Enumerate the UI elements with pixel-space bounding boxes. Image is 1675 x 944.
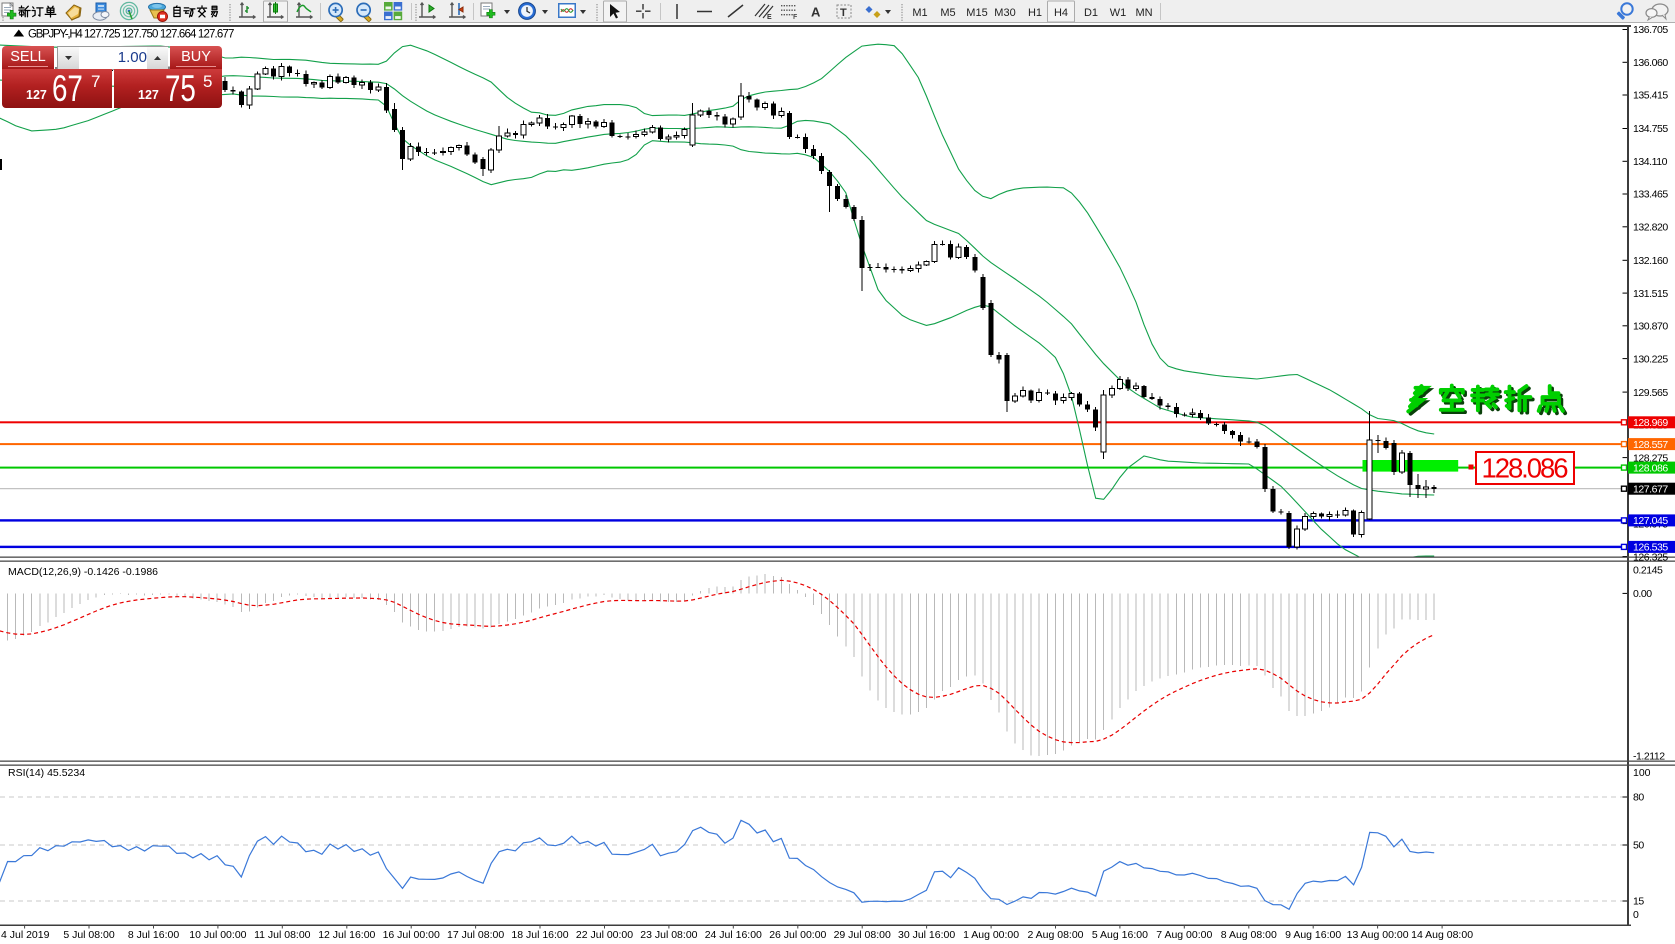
svg-text:128.969: 128.969	[1633, 417, 1668, 429]
svg-text:50: 50	[1633, 840, 1644, 852]
svg-text:127.045: 127.045	[1633, 515, 1668, 527]
svg-text:4 Jul 2019: 4 Jul 2019	[1, 929, 50, 941]
svg-text:16 Jul 00:00: 16 Jul 00:00	[383, 929, 440, 941]
svg-text:9 Aug 16:00: 9 Aug 16:00	[1285, 929, 1341, 941]
svg-text:23 Jul 08:00: 23 Jul 08:00	[640, 929, 697, 941]
svg-text:131.515: 131.515	[1633, 288, 1668, 300]
svg-text:26 Jul 00:00: 26 Jul 00:00	[769, 929, 826, 941]
svg-text:H4: H4	[1054, 7, 1068, 19]
svg-text:D1: D1	[1084, 7, 1098, 19]
svg-text:134.110: 134.110	[1633, 156, 1668, 168]
svg-text:136.705: 136.705	[1633, 24, 1668, 36]
svg-text:133.465: 133.465	[1633, 189, 1668, 201]
svg-text:M5: M5	[940, 7, 955, 19]
svg-text:127.677: 127.677	[1633, 483, 1668, 495]
svg-text:100: 100	[1633, 767, 1651, 779]
svg-text:W1: W1	[1110, 7, 1127, 19]
svg-text:11 Jul 08:00: 11 Jul 08:00	[254, 929, 311, 941]
svg-text:134.755: 134.755	[1633, 123, 1668, 135]
svg-text:15: 15	[1633, 896, 1644, 908]
svg-text:RSI(14) 45.5234: RSI(14) 45.5234	[8, 767, 85, 779]
svg-text:129.565: 129.565	[1633, 387, 1668, 399]
svg-text:H1: H1	[1028, 7, 1042, 19]
svg-text:0.00: 0.00	[1633, 588, 1652, 600]
svg-text:5 Jul 08:00: 5 Jul 08:00	[63, 929, 115, 941]
svg-text:127.725 127.750 127.664 127.67: 127.725 127.750 127.664 127.677	[84, 29, 234, 41]
svg-text:128.557: 128.557	[1633, 439, 1668, 451]
svg-text:132.820: 132.820	[1633, 222, 1668, 234]
svg-text:128.086: 128.086	[1482, 453, 1569, 484]
svg-text:126.535: 126.535	[1633, 542, 1668, 554]
svg-text:13 Aug 00:00: 13 Aug 00:00	[1347, 929, 1409, 941]
svg-text:24 Jul 16:00: 24 Jul 16:00	[705, 929, 762, 941]
svg-text:130.870: 130.870	[1633, 321, 1668, 333]
svg-text:10 Jul 00:00: 10 Jul 00:00	[189, 929, 246, 941]
svg-text:135.415: 135.415	[1633, 90, 1668, 102]
svg-text:-1.2112: -1.2112	[1633, 751, 1665, 763]
svg-text:132.160: 132.160	[1633, 255, 1668, 267]
svg-text:130.225: 130.225	[1633, 353, 1668, 365]
svg-text:2 Aug 08:00: 2 Aug 08:00	[1027, 929, 1083, 941]
svg-text:A: A	[811, 5, 821, 20]
svg-text:80: 80	[1633, 792, 1644, 804]
svg-text:14 Aug 08:00: 14 Aug 08:00	[1411, 929, 1473, 941]
svg-text:1 Aug 00:00: 1 Aug 00:00	[963, 929, 1019, 941]
svg-text:M15: M15	[966, 7, 987, 19]
svg-text:F: F	[793, 14, 798, 21]
svg-text:126.325: 126.325	[1633, 551, 1668, 563]
svg-text:30 Jul 16:00: 30 Jul 16:00	[898, 929, 955, 941]
svg-text:M1: M1	[912, 7, 927, 19]
svg-text:128.086: 128.086	[1633, 462, 1668, 474]
svg-text:M30: M30	[994, 7, 1015, 19]
svg-text:GBPJPY-,H4: GBPJPY-,H4	[28, 29, 83, 41]
svg-text:29 Jul 08:00: 29 Jul 08:00	[834, 929, 891, 941]
svg-text:18 Jul 16:00: 18 Jul 16:00	[511, 929, 568, 941]
svg-text:7 Aug 00:00: 7 Aug 00:00	[1156, 929, 1212, 941]
svg-text:0.2145: 0.2145	[1633, 565, 1663, 577]
svg-text:MACD(12,26,9) -0.1426 -0.1986: MACD(12,26,9) -0.1426 -0.1986	[8, 566, 158, 578]
svg-text:8 Jul 16:00: 8 Jul 16:00	[128, 929, 180, 941]
svg-text:0: 0	[1633, 909, 1639, 921]
svg-text:17 Jul 08:00: 17 Jul 08:00	[447, 929, 504, 941]
svg-text:136.060: 136.060	[1633, 57, 1668, 69]
svg-text:12 Jul 16:00: 12 Jul 16:00	[318, 929, 375, 941]
svg-text:5 Aug 16:00: 5 Aug 16:00	[1092, 929, 1148, 941]
svg-text:22 Jul 00:00: 22 Jul 00:00	[576, 929, 633, 941]
svg-text:E: E	[767, 14, 772, 21]
svg-text:MN: MN	[1135, 7, 1152, 19]
svg-text:128.275: 128.275	[1633, 452, 1668, 464]
svg-text:8 Aug 08:00: 8 Aug 08:00	[1221, 929, 1277, 941]
svg-text:T: T	[840, 7, 847, 19]
